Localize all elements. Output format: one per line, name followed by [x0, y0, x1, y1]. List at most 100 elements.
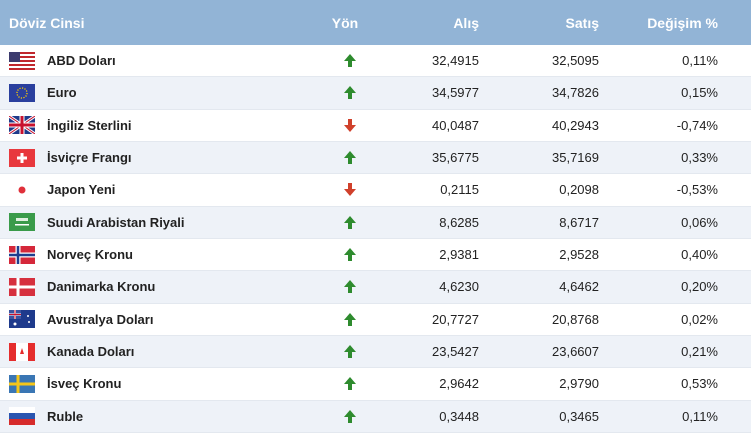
- header-cell: Satış: [565, 14, 599, 31]
- flag: [9, 148, 35, 167]
- arrow-icon: [344, 118, 356, 132]
- table-row: Norveç Kronu 2,9381 2,9528 0,40%: [0, 239, 751, 272]
- flag: [9, 374, 35, 393]
- flag: [9, 407, 35, 426]
- flag-icon: [9, 336, 35, 367]
- header-cell: Döviz Cinsi: [9, 14, 85, 31]
- table-row: Kanada Doları 23,5427 23,6607 0,21%: [0, 336, 751, 369]
- arrow-icon: [344, 151, 356, 165]
- table-row: Avustralya Doları 20,7727 20,8768 0,02%: [0, 304, 751, 336]
- table-row: İsveç Kronu 2,9642 2,9790 0,53%: [0, 368, 751, 401]
- buy-rate: 0,3448: [439, 408, 479, 424]
- buy-rate: 20,7727: [432, 311, 479, 327]
- header-cell: Yön: [331, 14, 359, 31]
- buy-rate: 0,2115: [440, 182, 479, 198]
- sell-rate: 32,5095: [552, 53, 599, 69]
- buy-rate: 2,9381: [439, 247, 479, 263]
- up-arrow: [320, 304, 380, 335]
- sell-rate: 0,2098: [559, 182, 599, 198]
- sell-rate: 34,7826: [552, 85, 599, 101]
- up-arrow: [320, 45, 380, 76]
- up-arrow: [320, 142, 380, 173]
- flag-icon: [9, 401, 35, 432]
- up-arrow: [320, 207, 380, 238]
- flag: [9, 342, 35, 361]
- flag-icon: [9, 45, 35, 76]
- arrow-icon: [344, 377, 356, 391]
- sell-rate: 4,6462: [559, 279, 599, 295]
- flag: [18, 186, 26, 194]
- change-percent: 0,21%: [681, 344, 718, 360]
- change-percent: 0,20%: [681, 279, 718, 295]
- table-header: Döviz Cinsi Yön Alış Satış Değişim %: [0, 0, 751, 45]
- up-arrow: [320, 77, 380, 108]
- sell-rate: 2,9790: [559, 376, 599, 392]
- change-percent: 0,11%: [682, 53, 718, 69]
- currency-name: Danimarka Kronu: [47, 279, 156, 295]
- change-percent: 0,15%: [681, 85, 718, 101]
- table-row: Suudi Arabistan Riyali 8,6285 8,6717 0,06%: [0, 206, 751, 239]
- flag: [9, 213, 35, 232]
- change-percent: 0,33%: [681, 150, 718, 166]
- flag-icon: [9, 207, 35, 238]
- flag: [9, 310, 35, 329]
- flag: [9, 51, 35, 70]
- sell-rate: 8,6717: [559, 214, 599, 230]
- buy-rate: 2,9642: [439, 376, 479, 392]
- arrow-icon: [344, 215, 356, 229]
- buy-rate: 40,0487: [432, 117, 479, 133]
- currency-name: İngiliz Sterlini: [47, 117, 132, 133]
- table-row: Japon Yeni 0,2115 0,2098 -0,53%: [0, 174, 751, 207]
- flag: [9, 83, 35, 102]
- up-arrow: [320, 271, 380, 302]
- buy-rate: 32,4915: [432, 53, 479, 69]
- currency-name: Japon Yeni: [47, 182, 116, 198]
- change-percent: 0,40%: [681, 247, 718, 263]
- table-row: İngiliz Sterlini 40,0487 40,2943 -0,74%: [0, 110, 751, 142]
- currency-name: Ruble: [47, 408, 84, 424]
- flag: [9, 245, 35, 264]
- change-percent: 0,53%: [681, 376, 718, 392]
- currency-name: İsviçre Frangı: [47, 150, 132, 166]
- buy-rate: 23,5427: [432, 344, 479, 360]
- change-percent: 0,06%: [681, 214, 718, 230]
- arrow-icon: [344, 248, 356, 262]
- flag-icon: [9, 239, 35, 270]
- buy-rate: 4,6230: [439, 279, 479, 295]
- flag: [9, 116, 35, 135]
- sell-rate: 35,7169: [552, 150, 599, 166]
- arrow-icon: [344, 54, 356, 68]
- sell-rate: 2,9528: [559, 247, 599, 263]
- buy-rate: 8,6285: [439, 214, 479, 230]
- header-cell: Değişim %: [647, 14, 718, 31]
- currency-name: Suudi Arabistan Riyali: [47, 214, 185, 230]
- currency-name: ABD Doları: [47, 53, 116, 69]
- sell-rate: 0,3465: [559, 408, 599, 424]
- currency-name: Kanada Doları: [47, 344, 135, 360]
- flag-icon: [9, 142, 35, 173]
- change-percent: 0,02%: [681, 311, 718, 327]
- change-percent: -0,74%: [676, 117, 718, 133]
- sell-rate: 20,8768: [552, 311, 599, 327]
- arrow-icon: [344, 86, 356, 100]
- arrow-icon: [344, 312, 356, 326]
- table-row: ABD Doları 32,4915 32,5095 0,11%: [0, 45, 751, 78]
- currency-name: Norveç Kronu: [47, 247, 133, 263]
- table-row: Euro 34,5977 34,7826 0,15%: [0, 77, 751, 110]
- flag-icon: [9, 110, 35, 141]
- sell-rate: 23,6607: [552, 344, 599, 360]
- up-arrow: [320, 336, 380, 367]
- change-percent: -0,53%: [676, 182, 718, 198]
- flag-icon: [9, 304, 35, 335]
- down-arrow: [320, 110, 380, 141]
- arrow-icon: [344, 280, 356, 294]
- change-percent: 0,11%: [682, 408, 718, 424]
- up-arrow: [320, 239, 380, 270]
- flag-icon: [9, 77, 35, 108]
- currency-name: Avustralya Doları: [47, 311, 154, 327]
- up-arrow: [320, 368, 380, 399]
- table-row: Danimarka Kronu 4,6230 4,6462 0,20%: [0, 271, 751, 304]
- table-row: Ruble 0,3448 0,3465 0,11%: [0, 400, 751, 433]
- flag: [9, 277, 35, 296]
